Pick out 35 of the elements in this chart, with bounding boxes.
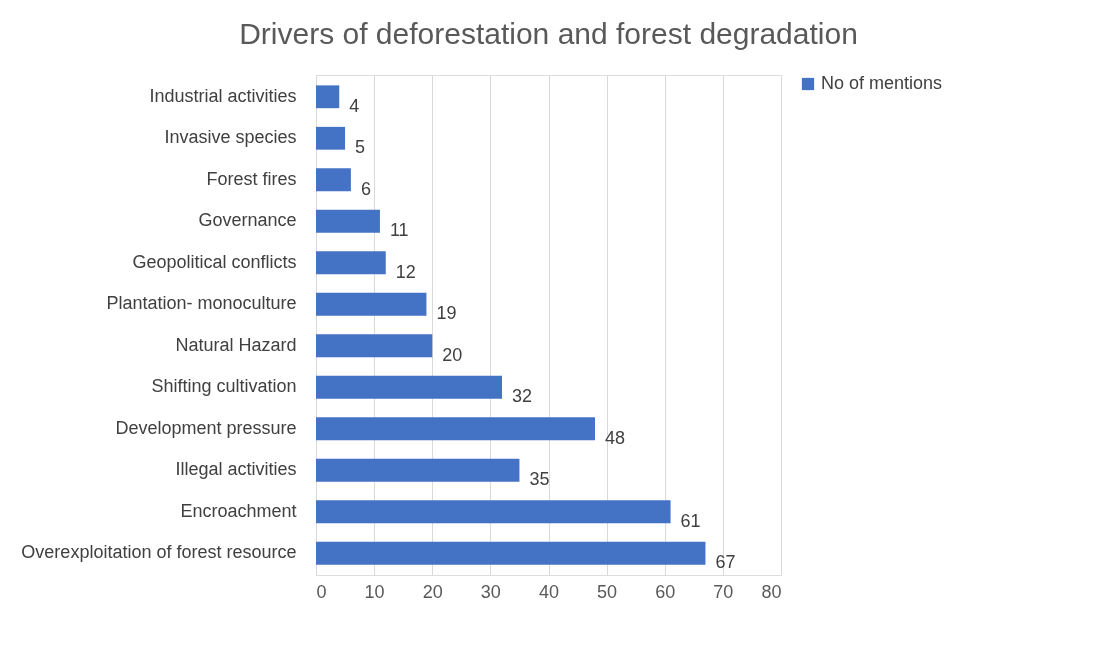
y-tick-label: Development pressure xyxy=(115,417,297,438)
data-label: 20 xyxy=(442,344,463,365)
y-tick-label: Invasive species xyxy=(164,127,297,148)
data-label: 4 xyxy=(349,95,360,116)
y-tick-label: Natural Hazard xyxy=(175,334,297,355)
data-label: 32 xyxy=(512,386,533,407)
y-tick-label: Shifting cultivation xyxy=(151,376,297,397)
data-label: 61 xyxy=(680,510,701,531)
x-tick-label: 10 xyxy=(364,581,385,602)
data-label: 11 xyxy=(389,220,409,241)
data-label: 35 xyxy=(529,469,550,490)
x-tick-label: 60 xyxy=(655,581,676,602)
x-tick-label: 70 xyxy=(713,581,734,602)
y-tick-label: Industrial activities xyxy=(149,85,297,106)
y-tick-label: Plantation- monoculture xyxy=(106,293,297,314)
y-tick-label: Forest fires xyxy=(206,168,297,189)
data-label: 19 xyxy=(436,303,457,324)
x-tick-label: 20 xyxy=(422,581,443,602)
x-tick-label: 30 xyxy=(480,581,501,602)
x-tick-label: 0 xyxy=(316,581,327,602)
data-label: 5 xyxy=(355,137,366,158)
data-label: 48 xyxy=(605,427,626,448)
y-tick-label: Overexploitation of forest resource xyxy=(21,542,297,563)
x-tick-label: 40 xyxy=(538,581,560,602)
data-label: 6 xyxy=(360,178,371,199)
y-tick-label: Geopolitical conflicts xyxy=(132,251,297,272)
y-tick-label: Encroachment xyxy=(180,500,297,521)
data-label: 12 xyxy=(395,261,416,282)
y-tick-label: Illegal activities xyxy=(175,459,297,480)
x-tick-label: 50 xyxy=(597,581,618,602)
y-tick-label: Governance xyxy=(198,210,297,231)
data-label: 67 xyxy=(715,552,736,573)
x-tick-label: 80 xyxy=(761,581,782,602)
legend-label: No of mentions xyxy=(821,73,943,93)
chart-title: Drivers of deforestation and forest degradation xyxy=(239,17,858,50)
